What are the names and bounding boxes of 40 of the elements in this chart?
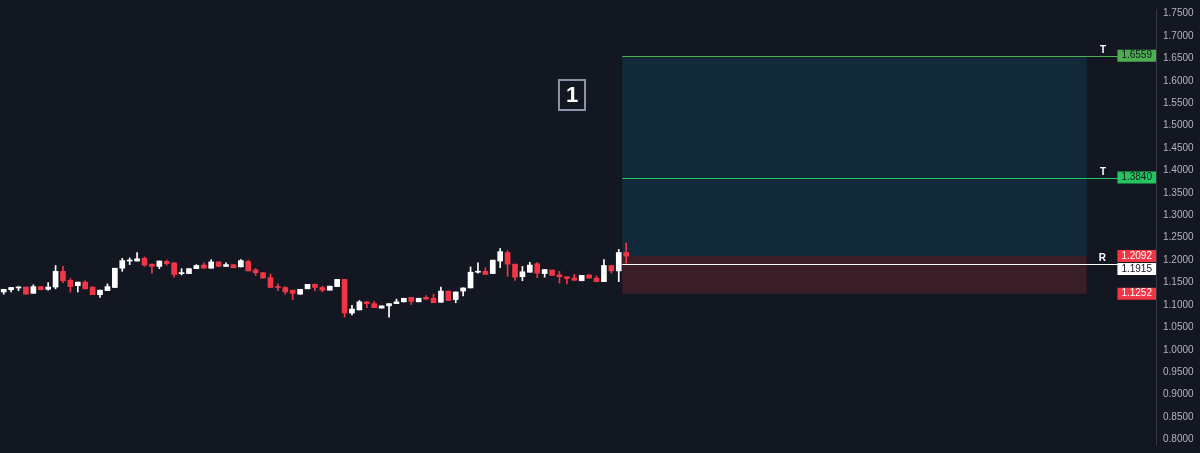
candlestick — [415, 297, 422, 303]
candlestick — [297, 288, 303, 295]
candlestick — [260, 272, 266, 279]
y-tick-label: 1.7500 — [1163, 7, 1195, 19]
y-tick-label: 0.8000 — [1163, 433, 1195, 445]
y-tick-label: 1.2000 — [1163, 253, 1195, 265]
annotation: 1.6559 — [1121, 49, 1153, 61]
y-tick-label: 1.4500 — [1163, 141, 1195, 153]
y-tick-label: 1.3500 — [1163, 186, 1195, 198]
ref-line-label: R — [1098, 252, 1107, 264]
y-tick-label: 1.2500 — [1163, 231, 1195, 243]
y-tick-label: 1.0500 — [1163, 321, 1195, 333]
y-tick-label: 1.7000 — [1163, 29, 1195, 41]
y-tick-label: 1.5500 — [1163, 96, 1195, 108]
y-tick-label: 1.4000 — [1163, 164, 1195, 176]
y-tick-label: 0.9500 — [1163, 366, 1195, 377]
candlestick — [549, 269, 555, 276]
y-tick-label: 1.3000 — [1163, 209, 1195, 221]
y-tick-label: 1.1000 — [1163, 298, 1195, 310]
ref-line-label: T — [1099, 44, 1106, 56]
outlined-box: 1 — [558, 79, 587, 111]
ref-line-label: T — [1099, 166, 1106, 178]
candlestick — [37, 286, 44, 291]
y-tick-label: 0.8500 — [1163, 410, 1195, 422]
candlestick — [23, 286, 29, 295]
y-tick-label: 0.9000 — [1163, 388, 1195, 400]
candlestick — [445, 290, 452, 301]
annotation: 1.1915 — [1121, 262, 1153, 274]
candlestick — [586, 274, 592, 279]
y-tick-label: 1.6000 — [1163, 74, 1195, 86]
y-tick-label: 1.1500 — [1163, 276, 1195, 288]
y-tick-label: 1.5000 — [1163, 119, 1195, 131]
y-tick-label: 1.0000 — [1163, 343, 1195, 355]
candlestick — [578, 275, 585, 282]
annotation: 1.2092 — [1121, 249, 1153, 261]
candlestick — [401, 297, 407, 303]
candlestick — [186, 268, 192, 274]
y-tick-label: 1.6500 — [1163, 52, 1195, 64]
annotation: 1.3840 — [1121, 171, 1153, 183]
annotation: 1.1252 — [1121, 287, 1153, 299]
